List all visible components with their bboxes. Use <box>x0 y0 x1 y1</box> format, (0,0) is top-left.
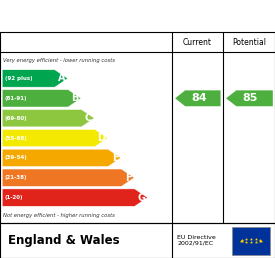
Text: (92 plus): (92 plus) <box>5 76 32 81</box>
Text: EU Directive
2002/91/EC: EU Directive 2002/91/EC <box>177 235 216 246</box>
Text: Not energy efficient - higher running costs: Not energy efficient - higher running co… <box>3 213 115 218</box>
Text: Energy Efficiency Rating: Energy Efficiency Rating <box>8 10 171 23</box>
Text: (1-20): (1-20) <box>5 195 23 200</box>
Polygon shape <box>2 189 148 206</box>
FancyBboxPatch shape <box>232 227 270 254</box>
Text: England & Wales: England & Wales <box>8 234 120 247</box>
Polygon shape <box>226 90 273 106</box>
Text: A: A <box>58 74 65 83</box>
Text: (69-80): (69-80) <box>5 116 28 121</box>
Text: (81-91): (81-91) <box>5 96 28 101</box>
Polygon shape <box>2 109 94 127</box>
Text: (55-68): (55-68) <box>5 135 28 141</box>
Text: C: C <box>85 113 92 123</box>
Text: Very energy efficient - lower running costs: Very energy efficient - lower running co… <box>3 58 115 63</box>
Text: G: G <box>138 192 145 203</box>
Text: Potential: Potential <box>232 38 266 47</box>
Text: 84: 84 <box>191 93 207 103</box>
Text: D: D <box>97 133 106 143</box>
Polygon shape <box>2 149 121 167</box>
Polygon shape <box>2 90 81 107</box>
Text: B: B <box>72 93 79 103</box>
Text: E: E <box>112 153 119 163</box>
Text: (39-54): (39-54) <box>5 155 28 160</box>
Polygon shape <box>2 169 134 187</box>
Text: 85: 85 <box>243 93 258 103</box>
Polygon shape <box>2 129 108 147</box>
Polygon shape <box>175 90 221 106</box>
Text: F: F <box>125 173 132 183</box>
Polygon shape <box>2 70 68 87</box>
Text: Current: Current <box>183 38 212 47</box>
Text: (21-38): (21-38) <box>5 175 28 180</box>
